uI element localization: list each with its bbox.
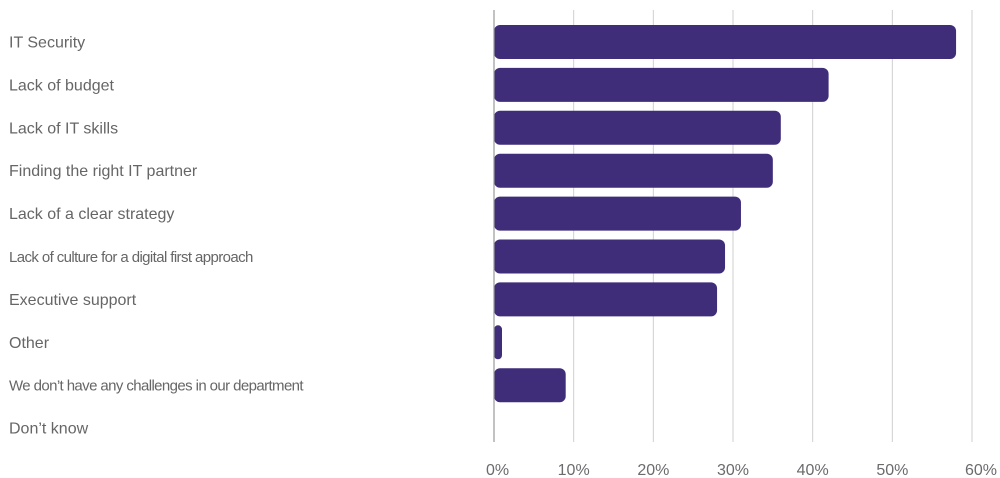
x-tick-label: 60% bbox=[965, 462, 997, 478]
bar bbox=[494, 325, 502, 360]
x-tick-label: 0% bbox=[486, 462, 509, 478]
category-label: We don’t have any challenges in our depa… bbox=[9, 378, 304, 395]
category-labels: IT Security Lack of budget Lack of IT skil… bbox=[9, 35, 305, 438]
x-tick-label: 10% bbox=[558, 462, 590, 478]
bar bbox=[494, 110, 781, 145]
x-tick-label: 40% bbox=[797, 462, 829, 478]
category-label: Executive support bbox=[9, 292, 137, 309]
category-label: Don’t know bbox=[9, 421, 89, 438]
bars bbox=[494, 25, 957, 403]
category-label: Lack of budget bbox=[9, 77, 115, 94]
bar bbox=[494, 196, 741, 231]
category-label: Finding the right IT partner bbox=[9, 163, 198, 180]
bar bbox=[494, 25, 957, 59]
category-label: Lack of a clear strategy bbox=[9, 206, 174, 223]
category-label: Lack of culture for a digital first appr… bbox=[9, 249, 253, 266]
x-tick-label: 30% bbox=[717, 462, 749, 478]
category-label: Lack of IT skills bbox=[9, 120, 118, 137]
category-label: IT Security bbox=[9, 35, 85, 52]
bar bbox=[494, 153, 773, 188]
bar bbox=[494, 368, 566, 403]
x-tick-label: 50% bbox=[876, 462, 908, 478]
bar bbox=[494, 67, 829, 102]
bar bbox=[494, 282, 718, 317]
x-axis-tick-labels: 0% 10% 20% 30% 40% 50% 60% bbox=[486, 462, 997, 478]
category-label: Other bbox=[9, 335, 50, 352]
x-tick-label: 20% bbox=[637, 462, 669, 478]
bar bbox=[494, 239, 726, 274]
